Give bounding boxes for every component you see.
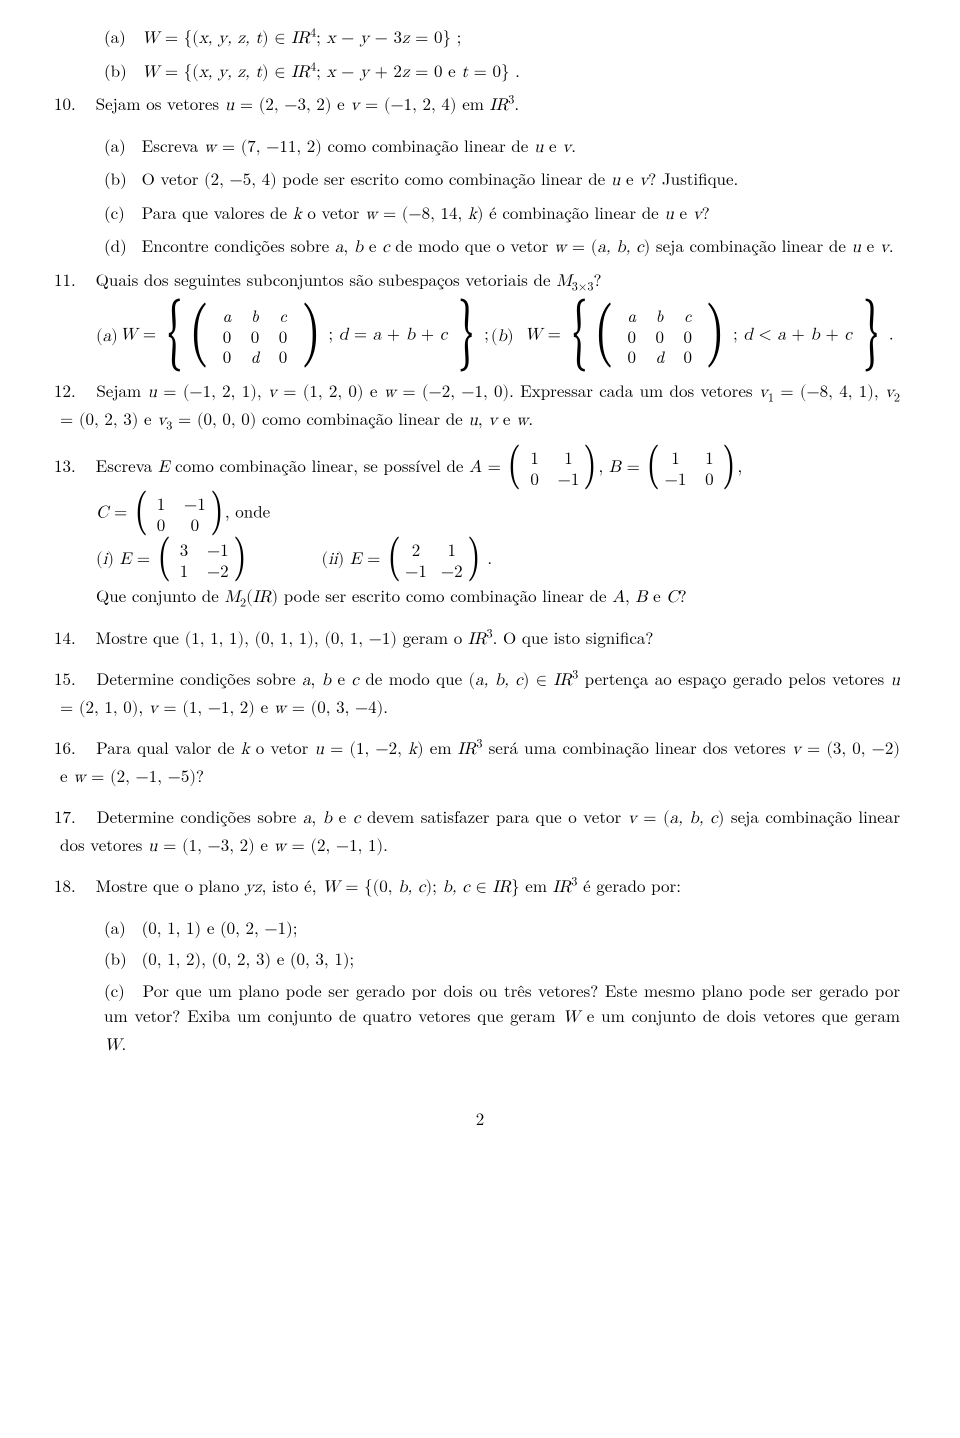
item-13-question: Que conjunto de M2(IR) pode ser escrito … — [96, 583, 900, 611]
item-9a: (a) W = {(x, y, z, t) ∈ IR4; x − y − 3z … — [104, 24, 900, 52]
item-10b-text: O vetor (2, −5, 4) pode ser escrito como… — [142, 166, 739, 190]
item-11a-set: W = {( abc 000 0d0 ) ; d = a + b + c } ; — [119, 302, 490, 370]
item-17: 17. Determine condições sobre a, b e c d… — [60, 804, 900, 859]
item-18a: (a) (0, 1, 1) e (0, 2, −1); — [104, 915, 900, 941]
item-10c: (c) Para que valores de k o vetor w = (−… — [104, 200, 900, 228]
item-10b: (b) O vetor (2, −5, 4) pode ser escrito … — [104, 166, 900, 194]
item-18b-text: (0, 1, 2), (0, 2, 3) e (0, 3, 1); — [142, 946, 354, 970]
item-11-sets: (a) W = {( abc 000 0d0 ) ; d = a + b + c… — [60, 302, 900, 370]
item-11: 11. Quais dos seguintes subconjuntos são… — [60, 267, 900, 295]
item-11b-set: W = {( abc 000 0d0 ) ; d < a + b + c } . — [523, 302, 900, 370]
item-13-sub: (i) E = ( 3−1 1−2 ) (ii) E = ( 21 −1−2 )… — [96, 539, 900, 581]
item-18-text: Mostre que o plano yz, isto é, W = {(0, … — [96, 873, 681, 897]
item-10: 10. Sejam os vetores u = (2, −3, 2) e v … — [60, 91, 900, 119]
item-12: 12. Sejam u = (−1, 2, 1), v = (1, 2, 0) … — [60, 378, 900, 433]
item-18c: (c) Por que um plano pode ser gerado por… — [104, 978, 900, 1059]
item-10-number: 10. — [54, 91, 90, 117]
item-16: 16. Para qual valor de k o vetor u = (1,… — [60, 735, 900, 790]
item-12-text: Sejam u = (−1, 2, 1), v = (1, 2, 0) e w … — [60, 378, 900, 430]
item-13-C: C = ( 1−1 00 ), onde — [96, 493, 900, 535]
item-17-text: Determine condições sobre a, b e c devem… — [60, 804, 900, 856]
item-15: 15. Determine condições sobre a, b e c d… — [60, 666, 900, 721]
item-9a-label: (a) — [104, 24, 136, 50]
item-18a-text: (0, 1, 1) e (0, 2, −1); — [142, 915, 298, 939]
item-9b: (b) W = {(x, y, z, t) ∈ IR4; x − y + 2z … — [104, 58, 900, 86]
item-18c-text: Por que um plano pode ser gerado por doi… — [104, 978, 900, 1055]
item-15-text: Determine condições sobre a, b e c de mo… — [60, 666, 900, 718]
page-number: 2 — [60, 1106, 900, 1132]
item-13-lead: Escreva E como combinação linear, se pos… — [96, 453, 743, 477]
item-18: 18. Mostre que o plano yz, isto é, W = {… — [60, 873, 900, 901]
item-18b: (b) (0, 1, 2), (0, 2, 3) e (0, 3, 1); — [104, 946, 900, 972]
item-10c-text: Para que valores de k o vetor w = (−8, 1… — [142, 200, 710, 224]
item-11-text: Quais dos seguintes subconjuntos são sub… — [96, 267, 602, 291]
item-13: 13. Escreva E como combinação linear, se… — [60, 447, 900, 489]
item-10d-text: Encontre condições sobre a, b e c de mod… — [142, 233, 894, 257]
item-10-text: Sejam os vetores u = (2, −3, 2) e v = (−… — [96, 91, 519, 115]
item-10a: (a) Escreva w = (7, −11, 2) como combina… — [104, 133, 900, 161]
item-16-text: Para qual valor de k o vetor u = (1, −2,… — [60, 735, 900, 787]
item-14-text: Mostre que (1, 1, 1), (0, 1, 1), (0, 1, … — [96, 625, 654, 649]
item-14: 14. Mostre que (1, 1, 1), (0, 1, 1), (0,… — [60, 625, 900, 653]
item-10d: (d) Encontre condições sobre a, b e c de… — [104, 233, 900, 261]
item-11b-label: (b) — [490, 302, 524, 370]
item-9b-label: (b) — [104, 58, 136, 84]
item-11a-label: (a) — [60, 302, 119, 370]
item-10a-text: Escreva w = (7, −11, 2) como combinação … — [142, 133, 576, 157]
